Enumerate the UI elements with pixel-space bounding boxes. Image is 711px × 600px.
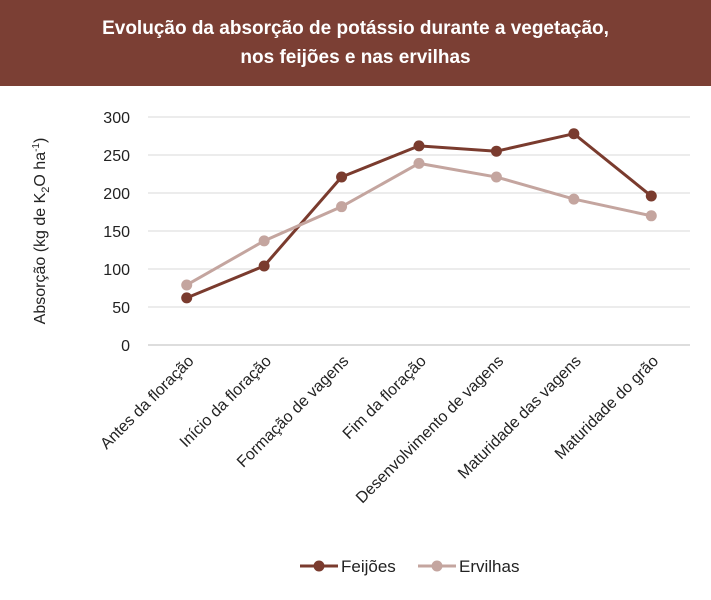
data-point: [336, 201, 348, 213]
series-line-Ervilhas: [185, 161, 652, 287]
data-point: [490, 171, 502, 183]
y-tick-label: 100: [103, 262, 130, 279]
y-label-part: O ha: [32, 152, 49, 187]
legend-marker: [431, 560, 443, 572]
chart-header: Evolução da absorção de potássio durante…: [0, 0, 711, 86]
y-tick-label: 300: [103, 110, 130, 127]
data-point: [181, 279, 193, 291]
y-label-part: ): [32, 138, 49, 143]
y-label-sub: 2: [40, 187, 52, 193]
legend-marker: [313, 560, 325, 572]
y-tick-label: 0: [121, 338, 130, 355]
chart-title-line1: Evolução da absorção de potássio durante…: [102, 18, 609, 39]
x-tick-label: Desenvolvimento de vagens: [353, 353, 507, 507]
data-point: [413, 157, 425, 169]
data-point: [258, 235, 270, 247]
y-tick-label: 50: [112, 300, 130, 317]
data-point: [258, 260, 270, 272]
data-point: [568, 128, 580, 140]
data-point: [645, 190, 657, 202]
data-point: [413, 140, 425, 152]
data-point: [568, 193, 580, 205]
legend-label: Feijões: [341, 557, 396, 576]
y-axis-label: Absorção (kg de K2O ha-1): [31, 138, 52, 325]
data-point: [336, 171, 348, 183]
data-point: [490, 145, 502, 157]
x-tick-label: Fim da floração: [340, 353, 430, 443]
y-tick-label: 200: [103, 186, 130, 203]
legend-label: Ervilhas: [459, 557, 519, 576]
legend: Feijões Ervilhas: [300, 557, 519, 576]
chart-title-line2: nos feijões e nas ervilhas: [240, 47, 471, 68]
y-tick-label: 250: [103, 148, 130, 165]
y-label-sup: -1: [31, 143, 42, 152]
data-point: [181, 292, 193, 304]
y-label-part: Absorção (kg de K: [32, 192, 49, 324]
y-tick-label: 150: [103, 224, 130, 241]
data-point: [645, 210, 657, 222]
